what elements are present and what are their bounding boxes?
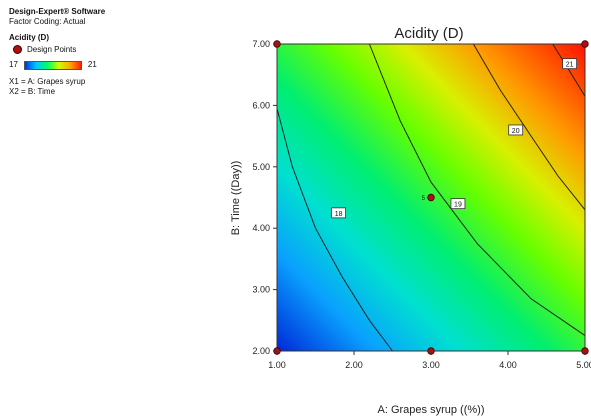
design-point — [581, 40, 589, 48]
y-tick-label: 6.00 — [252, 100, 270, 110]
x-tick-label: 5.00 — [576, 360, 591, 370]
y-tick-label: 3.00 — [252, 285, 270, 295]
design-point-icon — [13, 45, 22, 54]
contour-label: 18 — [335, 211, 343, 218]
color-scale-max: 21 — [87, 60, 97, 69]
contour-label-box — [562, 58, 577, 70]
y-tick-label: 7.00 — [252, 39, 270, 49]
info-panel: Design-Expert® Software Factor Coding: A… — [9, 7, 105, 97]
factor-x1: X1 = A: Grapes syrup — [9, 77, 86, 86]
contour-label-box — [450, 198, 466, 210]
contour-label-box — [331, 207, 347, 219]
factor-coding: Factor Coding: Actual — [9, 17, 86, 26]
y-tick-label: 2.00 — [252, 346, 270, 356]
factor-x2: X2 = B: Time — [9, 87, 56, 96]
chart-title: Acidity (D) — [394, 25, 463, 42]
x-tick-label: 4.00 — [499, 360, 517, 370]
response-name: Acidity (D) — [9, 33, 49, 42]
color-scale: 17 21 — [9, 59, 105, 71]
contour-label-box — [508, 124, 524, 136]
contour-line-19 — [368, 43, 586, 337]
x-tick-label: 2.00 — [345, 360, 363, 370]
x-axis-label: A: Grapes syrup ((%)) — [378, 404, 485, 416]
contour-line-20 — [472, 43, 586, 211]
design-point-count: 5 — [422, 196, 426, 202]
design-point — [427, 193, 435, 202]
software-title: Design-Expert® Software — [9, 7, 106, 16]
design-points-label: Design Points — [27, 44, 77, 54]
x-tick-label: 3.00 — [422, 360, 440, 370]
design-points-legend: Design Points — [9, 43, 105, 56]
x-tick-label: 1.00 — [268, 360, 286, 370]
y-tick-label: 4.00 — [252, 223, 270, 233]
y-tick-label: 5.00 — [252, 162, 270, 172]
contour-label: 19 — [454, 202, 462, 209]
contour-label: 20 — [512, 128, 520, 135]
color-gradient-bar — [23, 60, 82, 70]
contour-label: 21 — [566, 62, 574, 69]
y-axis-label: B: Time ((Day)) — [230, 161, 242, 236]
color-scale-min: 17 — [9, 60, 18, 69]
contour-line-18 — [276, 108, 393, 352]
